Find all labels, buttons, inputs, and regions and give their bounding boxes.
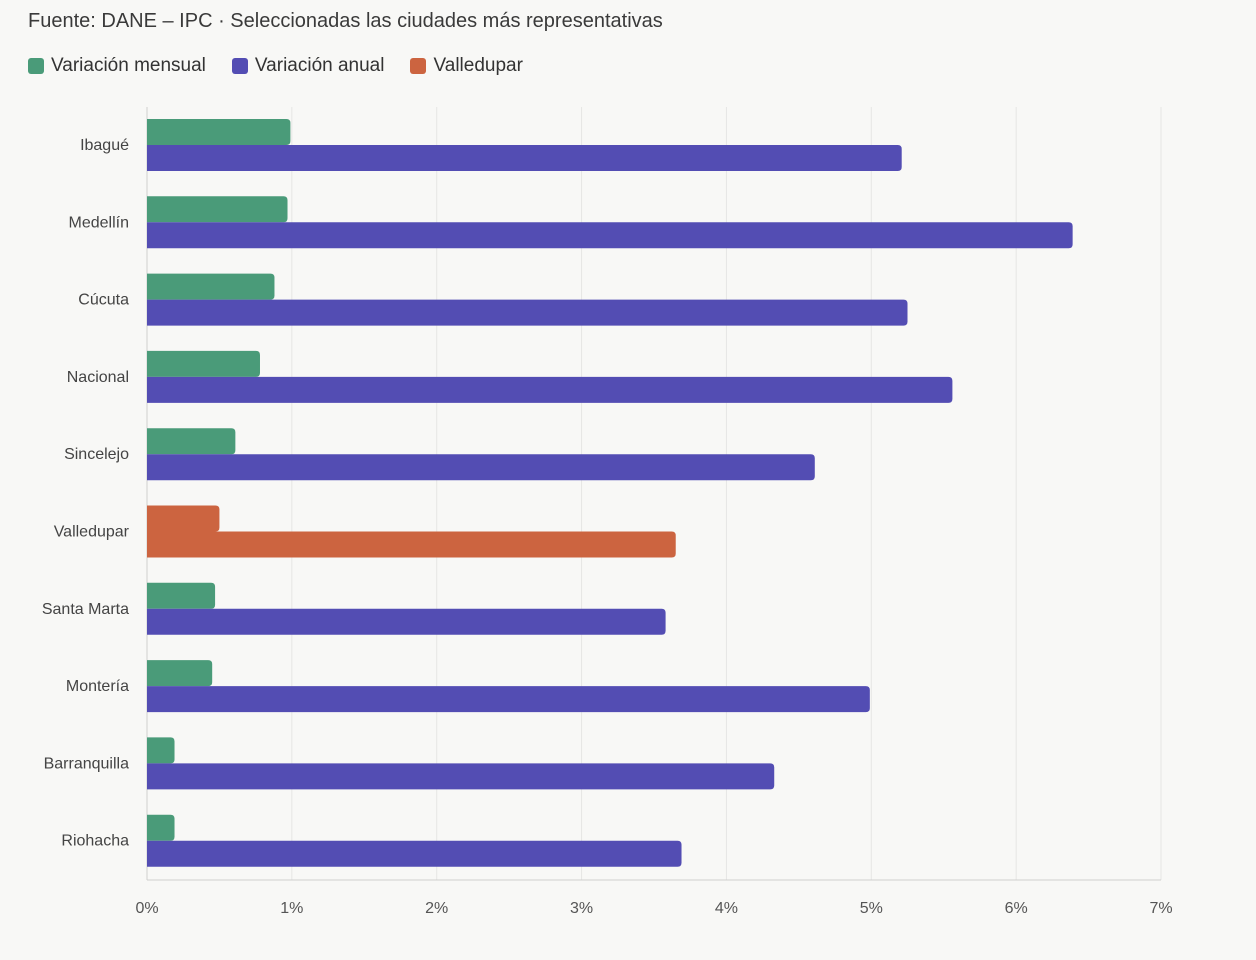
x-tick-label: 3% (570, 900, 593, 917)
x-tick-label: 1% (280, 900, 303, 917)
bar-annual-0 (147, 145, 902, 171)
bar-monthly-5 (147, 505, 220, 532)
bar-annual-1 (147, 222, 1073, 249)
legend-label: Variación anual (254, 55, 385, 76)
y-category-label: Valledupar (54, 524, 130, 541)
x-tick-label: 7% (1149, 900, 1172, 917)
bar-annual-9 (147, 840, 682, 867)
bar-monthly-3 (147, 350, 260, 377)
x-tick-label: 5% (860, 900, 883, 917)
y-category-label: Barranquilla (44, 755, 129, 772)
bar-annual-2 (147, 299, 908, 326)
bar-annual-7 (147, 686, 870, 713)
y-category-label: Montería (66, 678, 129, 695)
legend-label: Variación mensual (51, 55, 206, 76)
bar-monthly-0 (147, 119, 291, 145)
bar-annual-4 (147, 454, 815, 481)
y-category-label: Santa Marta (42, 601, 129, 618)
legend: Variación mensual Variación anual Valled… (28, 55, 523, 77)
y-category-label: Sincelejo (64, 446, 129, 463)
y-category-label: Nacional (67, 369, 129, 386)
legend-swatch-orange (410, 58, 427, 74)
y-category-label: Medellín (69, 214, 129, 231)
x-tick-label: 4% (715, 900, 738, 917)
bar-monthly-8 (147, 737, 175, 764)
legend-swatch-green (28, 58, 44, 74)
bar-monthly-1 (147, 196, 288, 223)
legend-item-monthly: Variación mensual (28, 55, 206, 77)
legend-label: Valledupar (433, 55, 523, 76)
x-tick-label: 0% (135, 900, 158, 917)
bar-monthly-4 (147, 428, 236, 455)
bar-annual-3 (147, 376, 953, 403)
y-category-label: Cúcuta (78, 292, 129, 309)
bar-annual-5 (147, 531, 676, 558)
legend-item-valledupar: Valledupar (410, 55, 523, 77)
bar-monthly-7 (147, 660, 213, 687)
y-category-label: Ibagué (80, 137, 129, 154)
bar-annual-6 (147, 608, 666, 635)
x-tick-label: 6% (1005, 900, 1028, 917)
legend-swatch-purple (231, 58, 248, 74)
x-tick-label: 2% (425, 900, 448, 917)
bar-monthly-9 (147, 814, 175, 841)
bar-annual-8 (147, 763, 775, 790)
y-category-label: Riohacha (61, 833, 129, 850)
bar-monthly-2 (147, 273, 275, 300)
bar-monthly-6 (147, 582, 216, 609)
legend-item-annual: Variación anual (231, 55, 385, 77)
chart-title: Fuente: DANE – IPC · Seleccionadas las c… (28, 10, 663, 32)
